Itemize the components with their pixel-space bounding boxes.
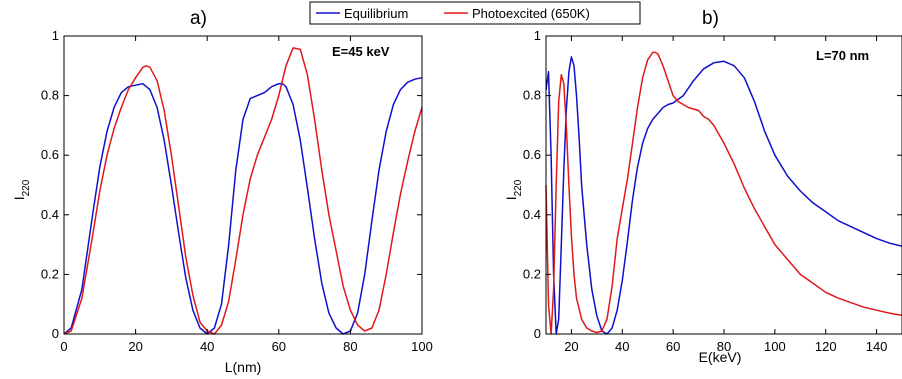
chart-b-xtick-label: 100 (764, 339, 786, 354)
chart-b-ytick-label: 0.2 (523, 266, 541, 281)
chart-b-series-equilibrium (545, 56, 902, 335)
chart-a-ylabel: I220 (11, 179, 32, 200)
chart-a-panel-label: a) (190, 8, 207, 29)
chart-b-xtick-label: 40 (615, 339, 629, 354)
chart-b-series-photoexcited (545, 51, 902, 335)
chart-a-ytick-label: 0.4 (41, 207, 59, 222)
chart-b-axes-frame (545, 35, 902, 335)
chart-a-xtick-label: 40 (200, 339, 214, 354)
chart-b-ylabel: I220 (503, 179, 524, 200)
chart-b: b) 20 40 60 80 100 120 140 0 0.2 0.4 0.6 0.8 1 L=70 … (503, 8, 902, 365)
chart-b-ytick-label: 0 (534, 326, 541, 341)
chart-b-ytick-label: 0.4 (523, 207, 541, 222)
chart-b-xtick-label: 120 (815, 339, 837, 354)
chart-a-xtick-label: 80 (343, 339, 357, 354)
chart-b-plot-area: 20 40 60 80 100 120 140 0 0.2 0.4 0.6 0.8 1 (523, 28, 902, 354)
chart-a: a) 0 20 40 60 80 100 0 0.2 0.4 0.6 0.8 1 E=45 keV L… (11, 8, 433, 375)
chart-a-ytick-label: 0.2 (41, 266, 59, 281)
chart-b-xtick-label: 140 (866, 339, 888, 354)
legend-label-equilibrium: Equilibrium (344, 6, 408, 21)
chart-a-axes-frame (63, 35, 423, 335)
legend-label-photoexcited: Photoexcited (650K) (472, 6, 590, 21)
chart-b-xtick-label: 80 (717, 339, 731, 354)
chart-a-ytick-label: 0.6 (41, 147, 59, 162)
chart-a-plot-area: 0 20 40 60 80 100 0 0.2 0.4 0.6 0.8 1 (41, 28, 433, 354)
chart-b-xtick-label: 60 (666, 339, 680, 354)
chart-b-ytick-label: 1 (534, 28, 541, 43)
chart-a-ytick-label: 0 (52, 326, 59, 341)
chart-a-xlabel: L(nm) (225, 359, 262, 375)
chart-b-ytick-label: 0.8 (523, 88, 541, 103)
chart-a-ytick-label: 1 (52, 28, 59, 43)
chart-a-ylabel-group: I220 (11, 179, 32, 200)
chart-b-xlabel: E(keV) (699, 349, 742, 365)
chart-b-panel-label: b) (702, 8, 719, 29)
chart-b-xtick-label: 20 (564, 339, 578, 354)
chart-a-annotation: E=45 keV (332, 44, 390, 59)
chart-a-xtick-label: 60 (272, 339, 286, 354)
chart-a-xtick-label: 20 (128, 339, 142, 354)
chart-b-annotation: L=70 nm (816, 48, 869, 63)
legend: Equilibrium Photoexcited (650K) (309, 1, 641, 25)
chart-b-ytick-label: 0.6 (523, 147, 541, 162)
chart-a-xtick-label: 100 (411, 339, 433, 354)
chart-a-series-photoexcited (63, 47, 423, 335)
legend-box (309, 1, 641, 25)
chart-a-ytick-label: 0.8 (41, 88, 59, 103)
chart-b-ylabel-group: I220 (503, 179, 524, 200)
chart-a-xtick-label: 0 (60, 339, 67, 354)
